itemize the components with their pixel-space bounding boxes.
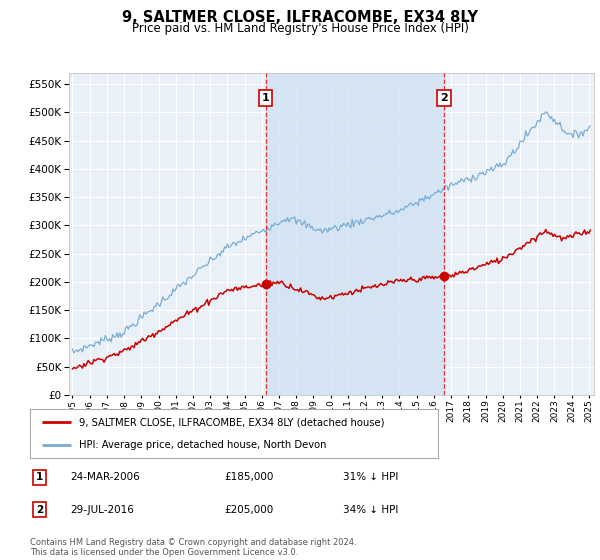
Text: 9, SALTMER CLOSE, ILFRACOMBE, EX34 8LY: 9, SALTMER CLOSE, ILFRACOMBE, EX34 8LY bbox=[122, 10, 478, 25]
Text: 2: 2 bbox=[440, 93, 448, 103]
Text: £185,000: £185,000 bbox=[224, 473, 274, 482]
Text: 1: 1 bbox=[262, 93, 269, 103]
Text: 9, SALTMER CLOSE, ILFRACOMBE, EX34 8LY (detached house): 9, SALTMER CLOSE, ILFRACOMBE, EX34 8LY (… bbox=[79, 417, 385, 427]
Text: Price paid vs. HM Land Registry's House Price Index (HPI): Price paid vs. HM Land Registry's House … bbox=[131, 22, 469, 35]
Text: 1: 1 bbox=[36, 473, 43, 482]
Text: 31% ↓ HPI: 31% ↓ HPI bbox=[343, 473, 398, 482]
Text: 29-JUL-2016: 29-JUL-2016 bbox=[71, 505, 134, 515]
Text: 34% ↓ HPI: 34% ↓ HPI bbox=[343, 505, 398, 515]
Text: 2: 2 bbox=[36, 505, 43, 515]
Bar bbox=[266, 73, 444, 395]
Text: Contains HM Land Registry data © Crown copyright and database right 2024.
This d: Contains HM Land Registry data © Crown c… bbox=[30, 538, 356, 557]
Text: 24-MAR-2006: 24-MAR-2006 bbox=[71, 473, 140, 482]
Text: HPI: Average price, detached house, North Devon: HPI: Average price, detached house, Nort… bbox=[79, 440, 326, 450]
Text: £205,000: £205,000 bbox=[224, 505, 274, 515]
